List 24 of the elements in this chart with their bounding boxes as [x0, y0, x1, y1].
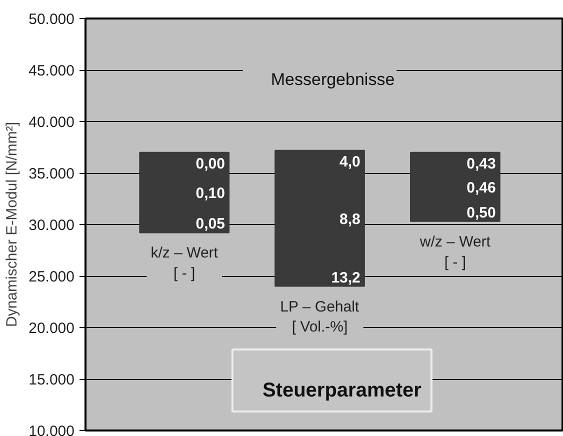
y-tick-label: 10.000: [28, 423, 75, 436]
x-tick-label: LP – Gehalt [ Vol.-%]: [280, 298, 360, 336]
annotation: 13,2: [331, 269, 360, 286]
y-tick-label: 15.000: [28, 372, 75, 388]
annotation: 4,0: [340, 153, 360, 170]
annotation: 0,05: [196, 216, 225, 233]
y-tick-label: 20.000: [28, 320, 75, 337]
y-axis-title: Dynamischer E-Modul [N/mm²]: [4, 122, 21, 328]
y-tick-label: 30.000: [28, 217, 75, 234]
annotation: 8,8: [340, 210, 360, 228]
y-tick-label: 35.000: [28, 166, 75, 182]
y-tick-label: 45.000: [28, 62, 75, 80]
annotation: 0,43: [466, 155, 496, 172]
y-tick-label: 40.000: [28, 114, 75, 131]
annotation: Steuerparameter: [262, 380, 422, 402]
annotation: 0,00: [196, 155, 225, 172]
annotation: Messergebnisse: [270, 70, 395, 89]
annotation: 0,10: [196, 185, 225, 202]
annotation: 0,46: [466, 179, 496, 196]
x-tick-label: k/z – Wert [ - ]: [150, 244, 219, 282]
annotation: 0,50: [466, 204, 496, 222]
y-tick-label: 25.000: [28, 268, 75, 286]
x-tick-label: w/z – Wert [ - ]: [418, 233, 492, 271]
y-tick-label: 50.000: [28, 11, 75, 28]
